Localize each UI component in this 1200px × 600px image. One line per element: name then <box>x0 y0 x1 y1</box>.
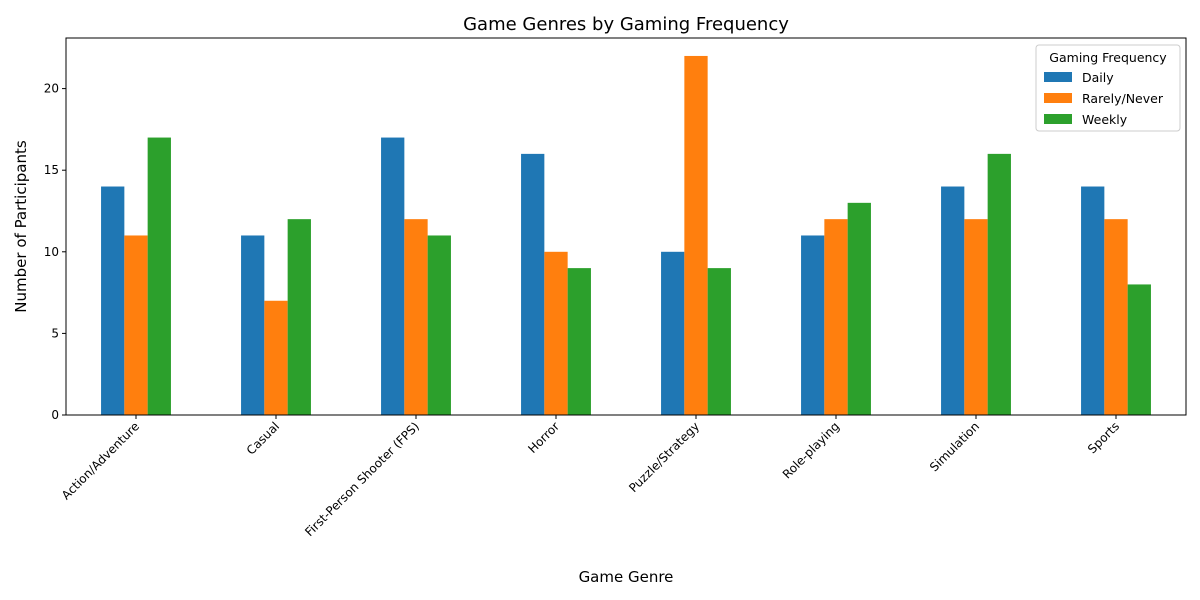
x-tick-label: Action/Adventure <box>59 419 142 502</box>
bar-weekly-7 <box>1127 284 1151 415</box>
x-tick-label: First-Person Shooter (FPS) <box>302 419 422 539</box>
bar-weekly-2 <box>427 235 451 415</box>
y-tick-label: 10 <box>44 245 59 259</box>
x-axis-title: Game Genre <box>579 568 674 586</box>
legend-swatch <box>1044 114 1072 124</box>
bar-daily-0 <box>101 186 125 415</box>
bar-daily-3 <box>521 153 545 416</box>
x-tick-label: Horror <box>525 419 562 456</box>
bar-weekly-6 <box>987 153 1011 416</box>
bar-weekly-1 <box>287 219 311 415</box>
bar-daily-5 <box>801 235 825 415</box>
legend-label: Rarely/Never <box>1082 91 1164 106</box>
legend-label: Daily <box>1082 70 1114 85</box>
x-tick-label: Role-playing <box>780 419 842 481</box>
bar-rarely-never-4 <box>684 55 708 415</box>
bar-weekly-4 <box>707 268 731 415</box>
legend-title: Gaming Frequency <box>1049 50 1167 65</box>
y-tick-label: 20 <box>44 82 59 96</box>
bar-weekly-0 <box>147 137 171 415</box>
bar-weekly-5 <box>847 202 871 415</box>
bar-rarely-never-0 <box>124 235 148 415</box>
legend-label: Weekly <box>1082 112 1128 127</box>
legend: Gaming Frequency Daily Rarely/Never Weekly <box>1035 44 1181 132</box>
x-tick-label: Puzzle/Strategy <box>626 419 702 495</box>
bar-daily-4 <box>661 251 685 415</box>
bar-daily-2 <box>381 137 405 415</box>
legend-swatch <box>1044 93 1072 103</box>
plot-frame <box>65 37 1187 416</box>
x-tick-label: Casual <box>244 419 282 457</box>
y-axis-title: Number of Participants <box>12 140 30 313</box>
x-axis-ticks: Action/Adventure Casual First-Person Shoot… <box>59 415 1122 539</box>
y-tick-label: 0 <box>51 408 59 422</box>
bar-weekly-3 <box>567 268 591 415</box>
y-axis-ticks: 0 5 10 15 20 <box>44 82 66 422</box>
y-tick-label: 5 <box>51 326 59 340</box>
bar-daily-1 <box>241 235 265 415</box>
bar-daily-6 <box>941 186 965 415</box>
bars-layer <box>101 55 1151 416</box>
x-tick-label: Simulation <box>927 419 982 474</box>
bar-rarely-never-5 <box>824 219 848 415</box>
bar-rarely-never-7 <box>1104 219 1128 415</box>
y-tick-label: 15 <box>44 163 59 177</box>
x-tick-label: Sports <box>1085 419 1122 456</box>
bar-rarely-never-6 <box>964 219 988 415</box>
legend-box <box>1035 44 1181 132</box>
bar-daily-7 <box>1081 186 1105 415</box>
bar-rarely-never-3 <box>544 251 568 415</box>
chart-title: Game Genres by Gaming Frequency <box>463 14 789 35</box>
bar-rarely-never-1 <box>264 300 288 415</box>
bar-rarely-never-2 <box>404 219 428 415</box>
legend-swatch <box>1044 72 1072 82</box>
